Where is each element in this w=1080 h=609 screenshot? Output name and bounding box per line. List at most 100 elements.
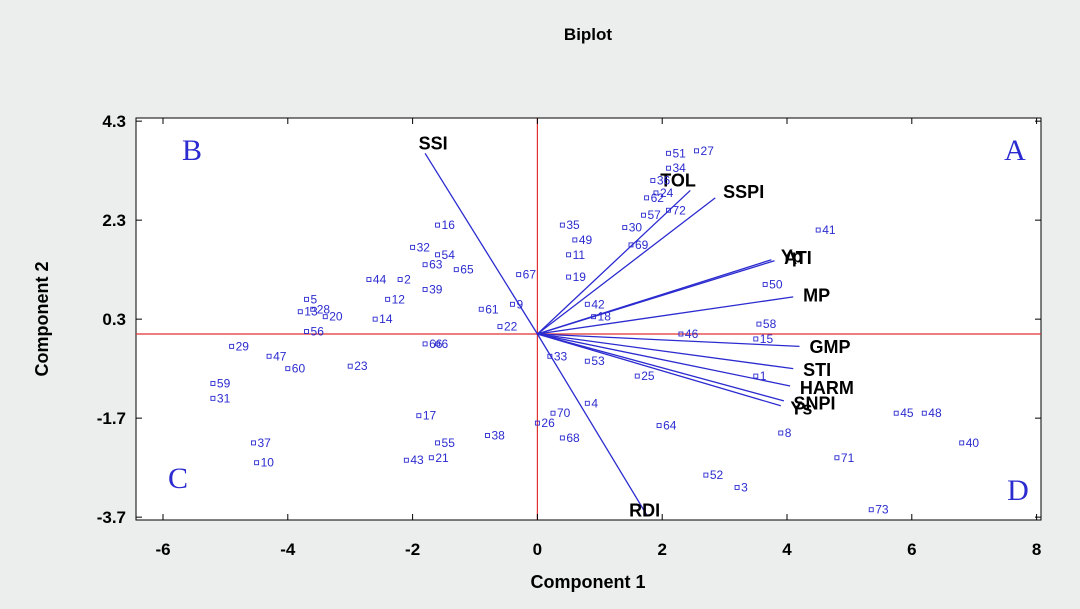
point-marker [229,343,235,349]
point-marker [435,252,441,258]
point-label: 71 [841,451,855,465]
point-marker [266,353,272,359]
y-tick-label: 2.3 [102,211,126,230]
point-label: 52 [710,468,724,482]
point-label: 26 [541,416,555,430]
point-label: 36 [657,174,671,188]
x-axis-label: Component 1 [531,572,646,592]
point-label: 47 [273,349,287,363]
point-label: 31 [217,391,231,405]
point-label: 9 [516,297,523,311]
vector-label-rdi: RDI [629,501,660,521]
point-label: 42 [591,297,605,311]
vector-label-harm: HARM [800,378,854,398]
point-label: 16 [442,218,456,232]
point-label: 25 [641,369,655,383]
point-label: 20 [329,310,343,324]
point-label: 60 [292,362,306,376]
point-marker [516,272,522,278]
x-tick-label: 0 [533,540,542,559]
point-marker [572,237,578,243]
point-label: 65 [460,263,474,277]
y-axis-label: Component 2 [32,262,52,377]
point-label: 56 [311,325,325,339]
point-marker [566,274,572,280]
point-label: 10 [261,456,275,470]
point-label: 45 [900,406,914,420]
point-marker [756,321,762,327]
point-label: 66 [429,337,443,351]
point-marker [815,227,821,233]
quadrant-label-d: D [1007,474,1029,507]
point-label: 28 [317,302,331,316]
point-marker [734,485,740,490]
point-marker [650,178,656,184]
vector-label-mp: MP [803,285,830,305]
quadrant-label-b: B [182,134,202,167]
vector-sti [537,333,794,370]
point-marker [422,341,428,347]
point-marker [550,410,556,416]
point-label: 30 [629,221,643,235]
point-label: 38 [491,428,505,442]
point-marker [428,455,434,461]
point-label: 23 [354,359,368,373]
point-marker [304,296,309,302]
point-marker [644,195,650,201]
point-label: 50 [769,278,783,292]
point-label: 29 [236,339,250,353]
point-marker [628,242,634,248]
vector-sspi [537,197,716,335]
point-marker [921,410,927,416]
vector-label-tol: TOL [660,170,696,190]
point-marker [547,353,553,359]
point-marker [534,420,540,426]
point-marker [385,296,391,302]
vector-snpi [537,333,785,402]
point-label: 21 [435,451,449,465]
point-label: 32 [417,240,431,254]
point-label: 4 [591,396,598,410]
y-tick-label: 0.3 [102,310,126,329]
point-label: 53 [591,354,605,368]
point-marker [285,366,291,372]
x-tick-label: -6 [155,540,170,559]
point-label: 62 [651,191,665,205]
vector-label-ys: Ys [790,399,812,419]
point-label: 18 [598,310,612,324]
point-label: 14 [379,312,393,326]
point-marker [665,207,671,213]
point-marker [322,314,328,320]
vector-label-gmp: GMP [809,337,850,357]
point-label: 35 [566,218,580,232]
point-label: 67 [523,268,537,282]
point-marker [703,472,709,478]
point-marker [641,212,646,218]
vector-label-ati: ATI [784,248,812,268]
point-label: 49 [579,233,593,247]
point-label: 15 [760,332,774,346]
observation-points: 1234568910111213141516171819202122232425… [210,144,979,517]
point-marker [893,410,899,416]
vector-label-snpi: SNPI [794,393,836,413]
point-label: 68 [566,431,580,445]
point-marker [310,306,316,312]
y-tick-label: -3.7 [97,508,126,527]
point-marker [753,336,759,342]
point-marker [297,309,303,315]
point-marker [656,423,662,429]
point-marker [834,455,840,461]
point-marker [634,373,640,379]
point-marker [422,287,428,292]
x-tick-label: 8 [1032,540,1041,559]
point-label: 12 [392,292,406,306]
quadrant-label-c: C [168,462,188,495]
point-label: 37 [257,436,271,450]
point-marker [485,433,490,438]
vector-harm [537,333,791,387]
point-marker [304,329,309,334]
vector-label-ssi: SSI [419,133,448,153]
point-label: 17 [423,409,437,423]
